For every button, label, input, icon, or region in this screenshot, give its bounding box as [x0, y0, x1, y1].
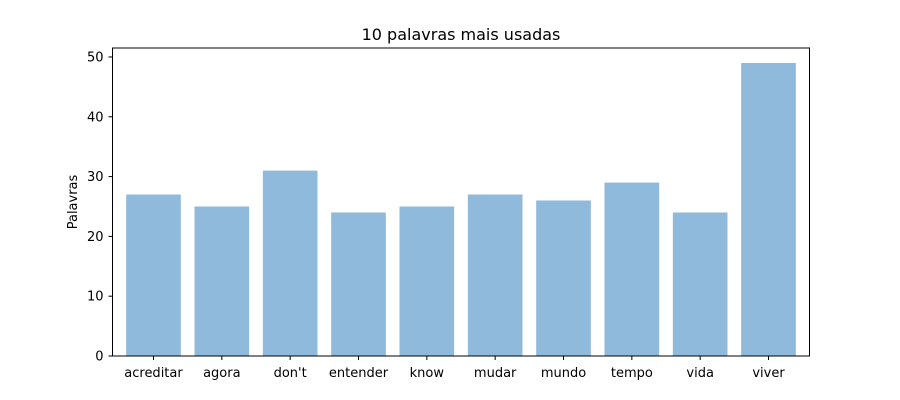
x-ticks-group: acreditar agora don't entender know mudar mund… — [124, 356, 785, 381]
x-tick-label: mundo — [541, 366, 586, 381]
x-tick-label: acreditar — [124, 366, 183, 381]
y-tick-label: 20 — [87, 230, 104, 245]
y-axis-label: Palavras — [66, 174, 81, 229]
bar-mudar — [467, 194, 523, 356]
bar-viver — [741, 62, 796, 357]
y-tick-label: 0 — [95, 350, 103, 365]
bar-know — [399, 206, 455, 356]
chart-title: 10 palavras mais usadas — [362, 25, 561, 44]
bar-don-t — [262, 170, 318, 356]
bars-group — [126, 62, 796, 357]
x-tick-label: know — [410, 366, 445, 381]
y-tick-label: 40 — [87, 110, 104, 125]
y-tick-label: 10 — [87, 290, 104, 305]
y-ticks-group: 0 10 20 30 40 50 — [87, 50, 113, 365]
bar-mundo — [536, 200, 591, 356]
x-tick-label: tempo — [611, 366, 653, 381]
y-tick-label: 50 — [87, 50, 104, 65]
x-tick-label: mudar — [474, 366, 517, 381]
x-tick-label: don't — [274, 366, 307, 381]
x-tick-label: agora — [203, 366, 240, 381]
bar-tempo — [604, 182, 660, 356]
x-tick-label: vida — [686, 366, 714, 381]
y-tick-label: 30 — [87, 170, 104, 185]
x-tick-label: viver — [752, 366, 785, 381]
bar-entender — [331, 212, 386, 356]
bar-vida — [672, 212, 728, 356]
plot-frame — [112, 47, 810, 357]
x-tick-label: entender — [329, 366, 389, 381]
bar-agora — [194, 206, 250, 356]
bar-acreditar — [126, 194, 181, 356]
